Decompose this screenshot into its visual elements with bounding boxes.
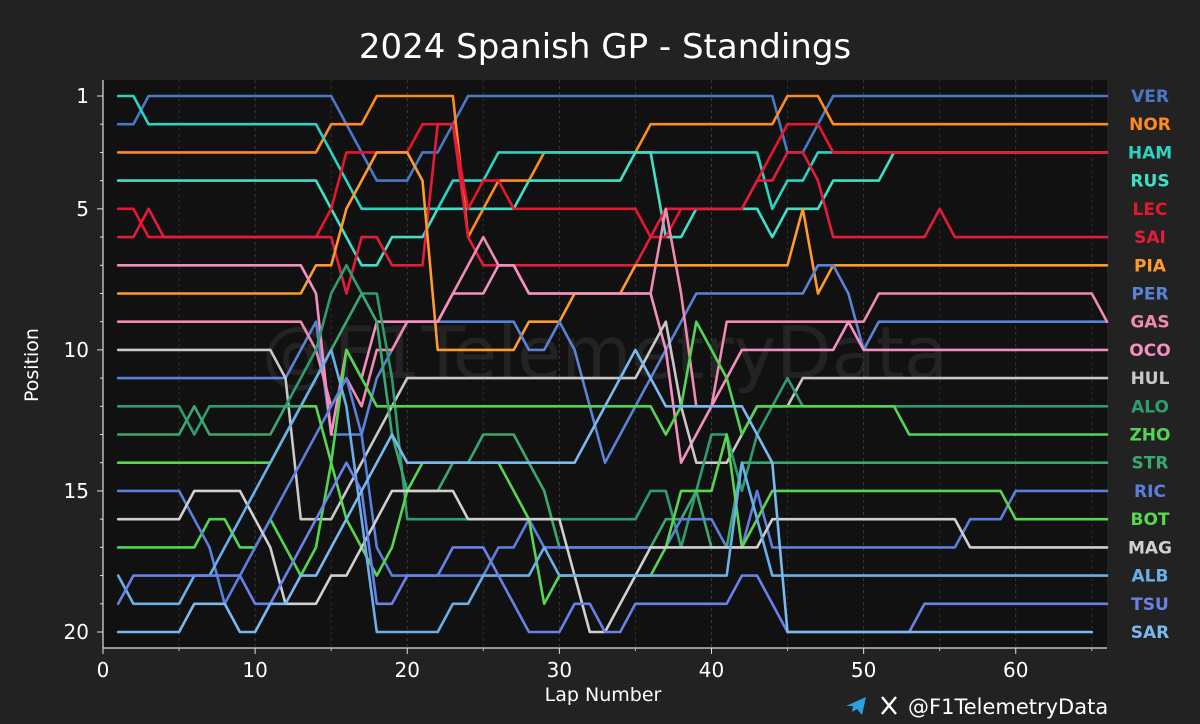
y-tick-label: 15 [64, 479, 89, 503]
x-tick-label: 60 [1003, 658, 1028, 682]
telegram-icon [846, 697, 866, 715]
driver-label-ric: RIC [1134, 482, 1166, 502]
x-axis-ticks: 0 10 20 30 40 50 60 [97, 648, 1093, 682]
driver-label-sar: SAR [1131, 623, 1170, 643]
driver-label-rus: RUS [1130, 172, 1169, 192]
driver-label-tsu: TSU [1131, 595, 1169, 615]
series-line-alb [116, 348, 1109, 634]
driver-label-mag: MAG [1128, 538, 1172, 558]
x-tick-label: 0 [97, 658, 110, 682]
driver-labels: VER NOR HAM RUS LEC SAI PIA PER GAS OCO HUL ALO ZHO S… [1128, 87, 1172, 643]
x-axis-label: Lap Number [545, 684, 662, 706]
y-tick-label: 10 [64, 338, 89, 362]
driver-label-alo: ALO [1131, 397, 1169, 417]
y-axis-label: Position [21, 328, 43, 402]
series-line-per [116, 264, 1109, 464]
driver-label-hul: HUL [1131, 369, 1170, 389]
x-icon [881, 696, 897, 715]
credit-text: @F1TelemetryData [908, 695, 1108, 719]
y-tick-label: 1 [76, 84, 89, 108]
driver-label-nor: NOR [1129, 115, 1171, 135]
driver-label-lec: LEC [1133, 200, 1168, 220]
chart-title: 2024 Spanish GP - Standings [359, 27, 851, 67]
driver-label-ver: VER [1131, 87, 1169, 107]
series-line-sar [116, 348, 1094, 634]
driver-label-oco: OCO [1129, 341, 1170, 361]
x-tick-label: 30 [547, 658, 572, 682]
x-tick-label: 20 [395, 658, 420, 682]
series-line-sai [116, 122, 1109, 295]
driver-label-str: STR [1132, 454, 1169, 474]
driver-label-sai: SAI [1134, 228, 1166, 248]
series-line-mag [116, 489, 1109, 634]
driver-label-alb: ALB [1132, 567, 1169, 587]
driver-label-ham: HAM [1128, 143, 1172, 163]
driver-label-gas: GAS [1130, 313, 1169, 333]
x-tick-label: 10 [242, 658, 267, 682]
grid [178, 80, 1093, 648]
driver-label-zho: ZHO [1129, 426, 1170, 446]
series-lines [116, 94, 1109, 634]
y-tick-label: 5 [76, 197, 89, 221]
y-tick-label: 20 [64, 620, 89, 644]
driver-label-per: PER [1131, 284, 1168, 304]
driver-label-pia: PIA [1134, 256, 1167, 276]
credit-block: @F1TelemetryData [846, 695, 1108, 719]
x-tick-label: 50 [851, 658, 876, 682]
plot-area: @F1TelemetryData [103, 80, 1109, 648]
series-line-tsu [116, 461, 1109, 634]
driver-label-bot: BOT [1130, 510, 1169, 530]
x-tick-label: 40 [699, 658, 724, 682]
